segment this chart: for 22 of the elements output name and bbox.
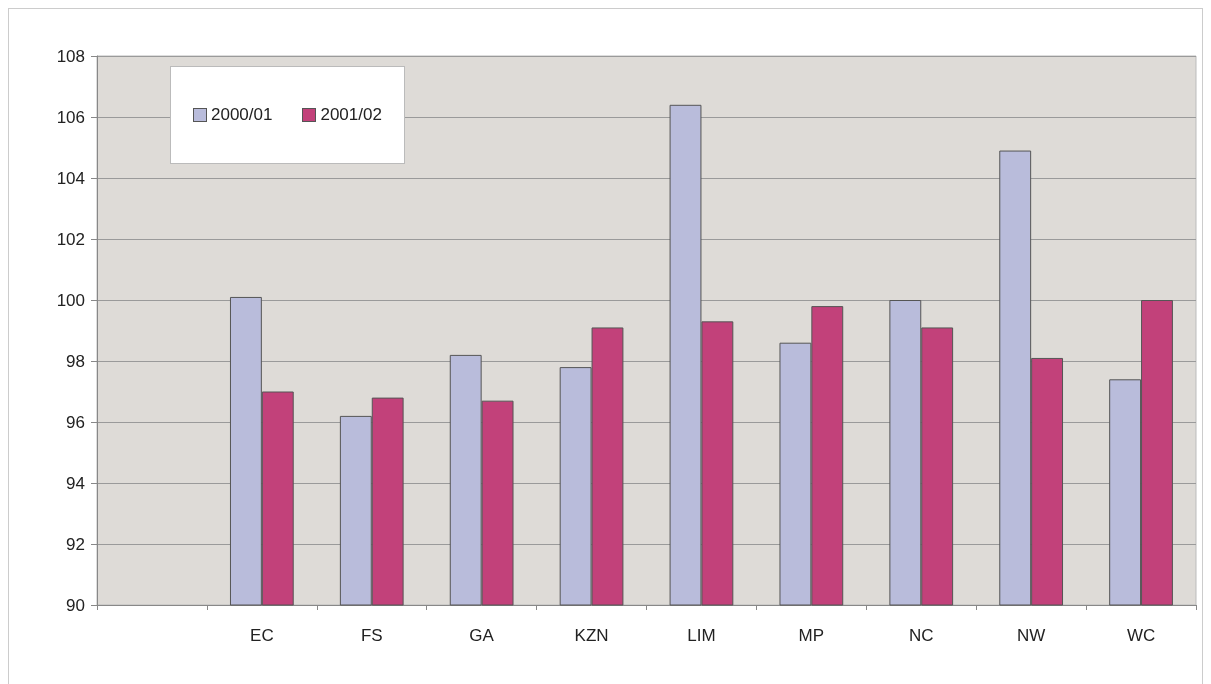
y-tick-label: 108 xyxy=(56,46,85,66)
x-tick-label: EC xyxy=(250,626,274,645)
x-tick-label: LIM xyxy=(687,626,716,645)
legend-label: 2001/02 xyxy=(320,105,382,125)
x-tick-label: WC xyxy=(1126,626,1156,645)
x-tick-label: GA xyxy=(469,626,495,645)
y-tick-label: 94 xyxy=(66,473,85,493)
legend-box: 2000/01 2001/02 xyxy=(170,66,405,164)
y-tick-label: 104 xyxy=(56,168,85,188)
y-tick-label: 100 xyxy=(56,290,85,310)
y-tick-label: 102 xyxy=(56,229,85,249)
x-tick-label: NC xyxy=(908,626,934,645)
x-tick-label: FS xyxy=(360,626,383,645)
y-tick-label: 96 xyxy=(66,412,85,432)
y-tick-label: 90 xyxy=(66,595,85,615)
x-tick-label: KZN xyxy=(574,626,609,645)
y-tick-label: 106 xyxy=(56,107,85,127)
y-tick-label: 92 xyxy=(66,534,85,554)
x-tick-label: MP xyxy=(798,626,825,645)
y-tick-label: 98 xyxy=(66,351,85,371)
x-tick-label: NW xyxy=(1016,626,1046,645)
legend-label: 2000/01 xyxy=(211,105,273,125)
